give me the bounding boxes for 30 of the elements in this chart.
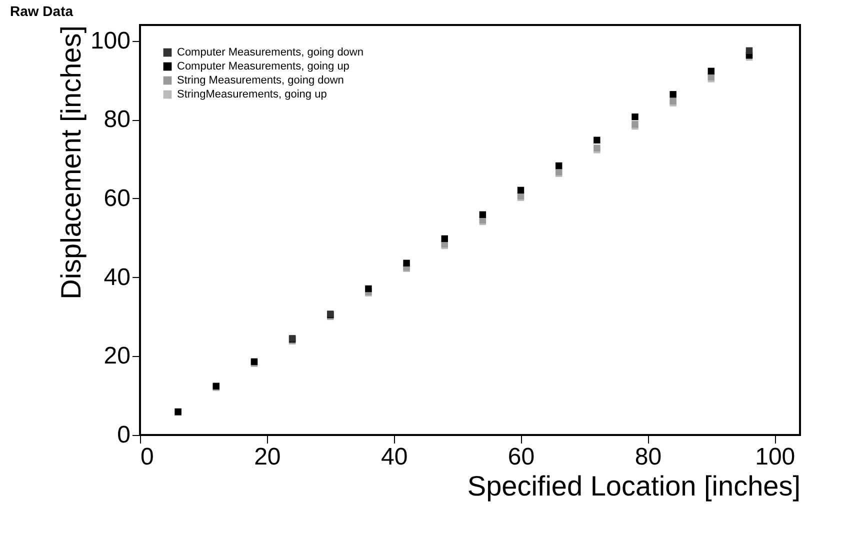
point	[670, 91, 676, 98]
point	[632, 114, 638, 120]
y-tick-label: 80	[104, 106, 130, 134]
point	[517, 186, 524, 194]
y-tick-label: 20	[104, 342, 130, 370]
x-axis-title: Specified Location [inches]	[467, 470, 800, 502]
legend-label: String Measurements, going down	[177, 74, 344, 86]
y-tick-label: 100	[90, 27, 130, 54]
y-tick-label: 60	[104, 184, 130, 212]
chart-title: Raw Data	[10, 3, 74, 19]
point	[594, 136, 600, 144]
x-tick-label: 20	[254, 444, 281, 470]
legend-label: Computer Measurements, going down	[177, 46, 364, 58]
point	[441, 235, 448, 242]
legend-label: StringMeasurements, going up	[177, 88, 327, 100]
x-tick-label: 100	[755, 444, 796, 470]
point	[403, 260, 410, 266]
point	[708, 68, 715, 74]
x-tick-label: 0	[140, 444, 154, 470]
point	[479, 211, 486, 218]
x-tick-label: 80	[634, 444, 662, 470]
point	[365, 285, 372, 292]
legend-label: Computer Measurements, going up	[177, 60, 350, 72]
y-axis-title: Displacement [inches]	[55, 26, 86, 300]
x-tick-label: 60	[508, 444, 535, 470]
y-tick-label: 40	[104, 264, 130, 291]
x-tick-label: 40	[380, 444, 408, 470]
y-tick-label: 0	[117, 422, 130, 448]
point	[746, 47, 753, 54]
point	[555, 162, 562, 170]
